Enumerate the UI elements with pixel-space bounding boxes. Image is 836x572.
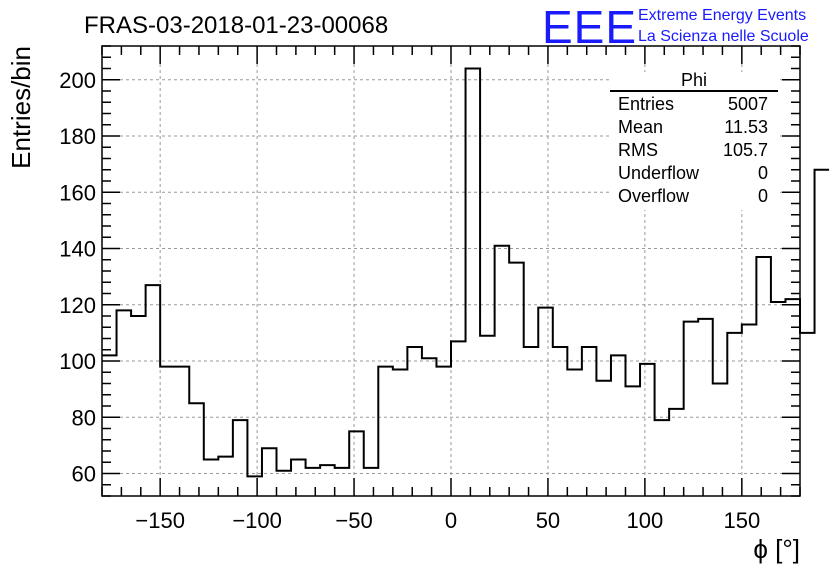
x-tick-label: −150: [135, 508, 185, 533]
stats-box: Phi Entries 5007 Mean 11.53 RMS 105.7 Un…: [610, 70, 778, 210]
y-tick-label: 120: [59, 293, 96, 318]
histogram-bin: [611, 355, 626, 496]
histogram-bin: [349, 431, 364, 496]
histogram-bin: [626, 386, 641, 496]
histogram-bin: [262, 448, 277, 496]
stats-name: Phi: [681, 70, 707, 90]
x-tick-label: 150: [723, 508, 760, 533]
histogram-bin: [306, 468, 321, 496]
histogram-bin: [436, 367, 451, 496]
histogram-bin: [538, 308, 553, 496]
histogram-bin: [117, 310, 132, 496]
histogram-bin: [655, 420, 670, 496]
histogram-bin: [727, 333, 742, 496]
histogram-bin: [102, 355, 117, 496]
tick-labels: −150 −100 −50 0 50 100 150 60 80 100 120 140 160 180 2…: [59, 68, 760, 533]
histogram-bin: [756, 257, 771, 496]
stats-label-mean: Mean: [618, 117, 663, 137]
y-tick-label: 140: [59, 237, 96, 262]
x-axis-title: ϕ [°]: [753, 534, 800, 564]
histogram-bin: [713, 384, 728, 497]
histogram-bin: [247, 476, 262, 496]
stats-label-rms: RMS: [618, 140, 658, 160]
histogram-bin: [204, 459, 219, 496]
histogram-bin: [335, 468, 350, 496]
x-tick-label: 50: [536, 508, 560, 533]
histogram-bin: [422, 358, 437, 496]
stats-value-overflow: 0: [758, 186, 768, 206]
histogram-bin: [233, 420, 248, 496]
x-tick-label: −100: [232, 508, 282, 533]
histogram-bin: [364, 468, 379, 496]
stats-label-entries: Entries: [618, 94, 674, 114]
histogram-outline: [102, 67, 830, 478]
stats-box-bg: [610, 72, 778, 210]
x-tick-label: 100: [627, 508, 664, 533]
y-tick-label: 200: [59, 68, 96, 93]
histogram-bin: [509, 263, 524, 496]
histogram-bin: [175, 367, 190, 496]
histogram-bin: [393, 369, 408, 496]
stats-value-underflow: 0: [758, 163, 768, 183]
histogram-bin: [640, 364, 655, 496]
axes: [101, 45, 801, 497]
histogram-bin: [771, 302, 786, 496]
eee-logo-line1: Extreme Energy Events: [638, 7, 806, 24]
x-tick-label: 0: [445, 508, 457, 533]
histogram-bin: [291, 459, 306, 496]
histogram-bin: [131, 316, 146, 496]
stats-value-rms: 105.7: [723, 140, 768, 160]
stats-value-entries: 5007: [728, 94, 768, 114]
y-axis-title: Entries/bin: [6, 46, 36, 169]
eee-logo: EEE Extreme Energy Events La Scienza nel…: [542, 1, 809, 53]
histogram-bin: [146, 285, 161, 496]
stats-value-mean: 11.53: [724, 117, 768, 137]
y-tick-label: 80: [72, 405, 96, 430]
x-tick-label: −50: [335, 508, 372, 533]
histogram-bin: [320, 465, 335, 496]
histogram-bin: [785, 299, 800, 496]
histogram-bin: [451, 341, 466, 496]
histogram-bin: [742, 324, 757, 496]
histogram-bin: [277, 471, 292, 496]
eee-logo-line2: La Scienza nelle Scuole: [638, 28, 809, 45]
histogram-bin: [218, 457, 233, 496]
eee-logo-mark: EEE: [542, 1, 637, 53]
histogram-bin: [495, 246, 510, 496]
y-tick-label: 180: [59, 124, 96, 149]
histogram-bin: [800, 333, 815, 496]
histogram-bin: [567, 369, 582, 496]
histogram-bin: [189, 403, 204, 496]
histogram-bin: [684, 322, 699, 496]
histogram-bin: [698, 319, 713, 496]
y-tick-label: 60: [72, 462, 96, 487]
chart-title: FRAS-03-2018-01-23-00068: [84, 12, 388, 39]
y-tick-label: 100: [59, 349, 96, 374]
histogram-bin: [466, 69, 481, 497]
stats-label-underflow: Underflow: [618, 163, 700, 183]
histogram-bin: [596, 381, 611, 496]
y-tick-label: 160: [59, 180, 96, 205]
histogram: [102, 67, 830, 497]
histogram-bin: [378, 367, 393, 496]
histogram-bin: [480, 336, 495, 496]
histogram-bin: [815, 170, 830, 496]
histogram-bin: [160, 367, 175, 496]
stats-label-overflow: Overflow: [618, 186, 690, 206]
histogram-bin: [669, 409, 684, 496]
